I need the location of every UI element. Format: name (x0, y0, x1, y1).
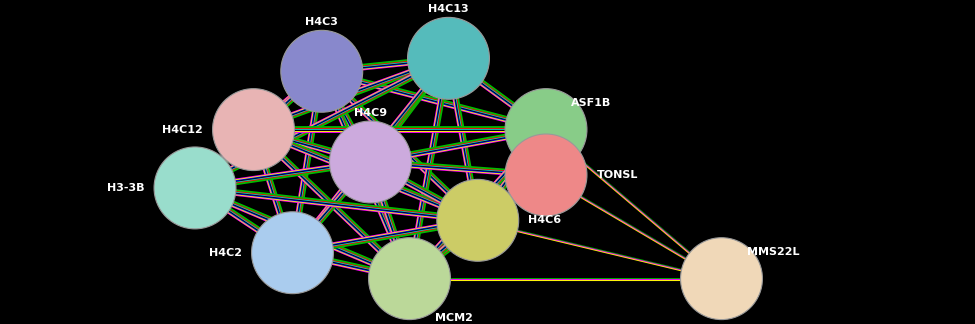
Text: H4C2: H4C2 (209, 248, 242, 258)
Ellipse shape (213, 89, 294, 170)
Ellipse shape (437, 179, 519, 261)
Ellipse shape (408, 17, 489, 99)
Text: H4C6: H4C6 (528, 215, 562, 225)
Ellipse shape (154, 147, 236, 229)
Ellipse shape (252, 212, 333, 294)
Text: H4C9: H4C9 (354, 108, 387, 118)
Text: H3-3B: H3-3B (107, 183, 144, 193)
Ellipse shape (681, 238, 762, 319)
Text: H4C13: H4C13 (428, 4, 469, 14)
Ellipse shape (281, 30, 363, 112)
Ellipse shape (505, 134, 587, 216)
Text: MCM2: MCM2 (435, 313, 473, 323)
Text: MMS22L: MMS22L (747, 247, 800, 257)
Ellipse shape (505, 89, 587, 170)
Text: TONSL: TONSL (597, 170, 638, 180)
Ellipse shape (330, 121, 411, 203)
Text: ASF1B: ASF1B (571, 98, 611, 108)
Text: H4C12: H4C12 (162, 125, 203, 134)
Text: H4C3: H4C3 (305, 17, 338, 27)
Ellipse shape (369, 238, 450, 319)
